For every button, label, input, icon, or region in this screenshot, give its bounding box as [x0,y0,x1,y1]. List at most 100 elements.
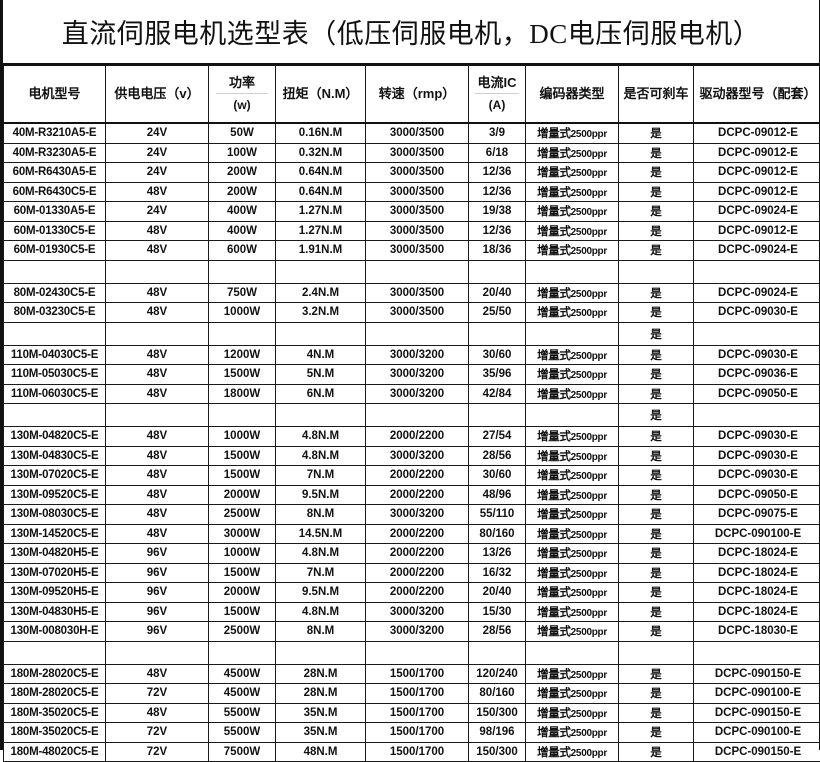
cell-voltage: 24V [106,163,209,183]
encoder-type: 增量式 [537,470,571,482]
cell-driver: DCPC-18024-E [694,602,820,622]
cell-encoder: 增量式2500ppr [526,544,619,564]
cell-torque: 48N.M [276,742,366,762]
cell-torque: 4.8N.M [276,602,366,622]
encoder-type: 增量式 [537,708,571,720]
cell-speed: 2000/2200 [366,583,469,603]
cell-speed: 2000/2200 [366,427,469,447]
cell-speed [366,404,469,427]
cell-brake: 是 [619,182,694,202]
encoder-resolution: 2500ppr [571,227,607,238]
cell-voltage [106,260,209,283]
cell-model: 110M-05030C5-E [4,365,106,385]
cell-brake: 是 [619,622,694,642]
cell-voltage: 48V [106,703,209,723]
cell-current: 28/56 [469,622,526,642]
cell-power [209,322,276,345]
cell-power: 4500W [209,684,276,704]
cell-encoder: 增量式2500ppr [526,123,619,143]
encoder-type: 增量式 [537,727,571,739]
cell-voltage: 48V [106,384,209,404]
cell-voltage: 48V [106,505,209,525]
cell-speed [366,322,469,345]
cell-brake: 是 [619,283,694,303]
cell-encoder: 增量式2500ppr [526,182,619,202]
cell-driver: DCPC-090150-E [694,703,820,723]
cell-voltage: 48V [106,485,209,505]
cell-current [469,404,526,427]
cell-driver [694,404,820,427]
encoder-resolution: 2500ppr [571,471,607,482]
cell-driver: DCPC-09030-E [694,345,820,365]
cell-brake: 是 [619,563,694,583]
cell-model [4,260,106,283]
cell-torque: 9.5N.M [276,583,366,603]
encoder-resolution: 2500ppr [571,748,607,759]
encoder-type: 增量式 [537,148,571,160]
cell-model: 60M-R6430C5-E [4,182,106,202]
cell-torque: 2.4N.M [276,283,366,303]
cell-voltage: 48V [106,303,209,323]
cell-driver: DCPC-09030-E [694,427,820,447]
cell-driver: DCPC-09030-E [694,446,820,466]
cell-power: 200W [209,182,276,202]
cell-driver: DCPC-09030-E [694,466,820,486]
encoder-type: 增量式 [537,607,571,619]
cell-current: 98/196 [469,723,526,743]
encoder-resolution: 2500ppr [571,246,607,257]
cell-current: 15/30 [469,602,526,622]
cell-driver: DCPC-09030-E [694,303,820,323]
encoder-type: 增量式 [537,669,571,681]
cell-power: 200W [209,163,276,183]
cell-voltage: 48V [106,446,209,466]
cell-power: 600W [209,241,276,261]
cell-speed: 3000/3200 [366,622,469,642]
table-spacer-row [4,260,820,283]
column-header-current-unit: (A) [489,95,506,113]
cell-voltage: 48V [106,664,209,684]
cell-speed: 3000/3500 [366,241,469,261]
cell-driver [694,260,820,283]
cell-speed: 1500/1700 [366,742,469,762]
cell-driver: DCPC-09024-E [694,202,820,222]
cell-voltage [106,322,209,345]
cell-driver: DCPC-090100-E [694,684,820,704]
cell-torque: 8N.M [276,505,366,525]
cell-brake: 是 [619,703,694,723]
cell-speed: 3000/3500 [366,283,469,303]
encoder-resolution: 2500ppr [571,308,607,319]
cell-model [4,641,106,664]
cell-torque: 4.8N.M [276,446,366,466]
cell-current: 35/96 [469,365,526,385]
cell-current: 55/110 [469,505,526,525]
cell-model: 40M-R3230A5-E [4,143,106,163]
cell-current: 80/160 [469,524,526,544]
cell-torque: 7N.M [276,466,366,486]
encoder-resolution: 2500ppr [571,709,607,720]
cell-torque [276,322,366,345]
cell-power: 1500W [209,602,276,622]
encoder-type: 增量式 [537,490,571,502]
cell-model: 60M-01330A5-E [4,202,106,222]
cell-model: 40M-R3210A5-E [4,123,106,143]
cell-brake: 是 [619,664,694,684]
cell-driver: DCPC-09050-E [694,485,820,505]
cell-speed: 3000/3200 [366,384,469,404]
cell-driver: DCPC-09012-E [694,143,820,163]
cell-voltage: 48V [106,221,209,241]
encoder-resolution: 2500ppr [571,207,607,218]
cell-brake: 是 [619,241,694,261]
cell-brake: 是 [619,583,694,603]
cell-speed: 3000/3200 [366,365,469,385]
cell-model: 130M-08030C5-E [4,505,106,525]
column-header-current-label: 电流IC [475,75,519,94]
encoder-type: 增量式 [537,369,571,381]
